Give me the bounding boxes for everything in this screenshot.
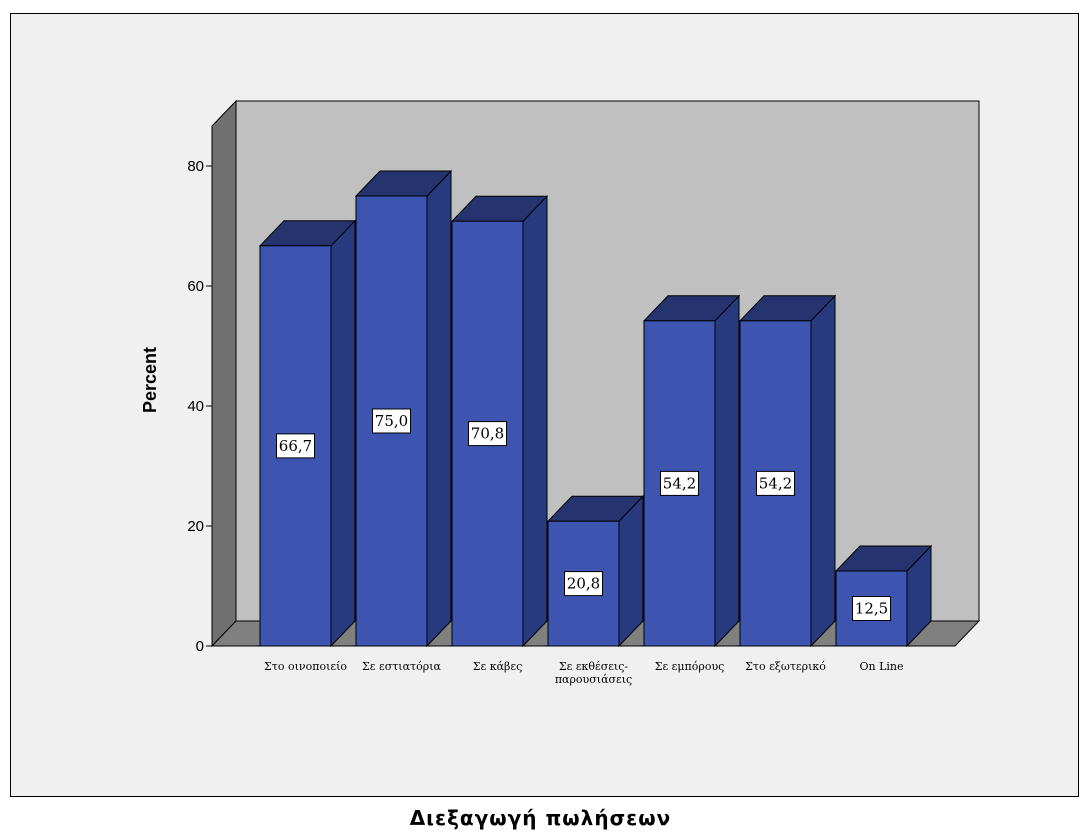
y-tick-label: 60 bbox=[187, 278, 204, 295]
y-axis: 0 20 40 60 80 bbox=[187, 126, 213, 655]
x-tick-label: Σε εστιατόρια bbox=[362, 660, 441, 673]
y-axis-title: Percent bbox=[140, 347, 160, 413]
data-label: 20,8 bbox=[567, 575, 600, 593]
bar: 66,7 bbox=[258, 219, 357, 648]
bar: 75,0 bbox=[354, 169, 453, 648]
bar: 54,2 bbox=[738, 294, 837, 648]
bar-chart: 0 20 40 60 80 66,7 75,0 70,8 20,8 54,2 54,2 12,5 Σ… bbox=[140, 99, 981, 686]
x-tick-label: On Line bbox=[859, 660, 903, 673]
data-label: 54,2 bbox=[759, 474, 792, 492]
x-tick-label: Σε κάβες bbox=[473, 660, 523, 673]
data-label: 70,8 bbox=[471, 425, 504, 443]
data-label-box bbox=[852, 596, 891, 621]
data-label-box bbox=[372, 408, 411, 434]
data-label: 66,7 bbox=[279, 437, 312, 455]
y-tick-label: 0 bbox=[196, 638, 204, 655]
bar-side bbox=[330, 219, 356, 648]
bar: 20,8 bbox=[546, 494, 645, 648]
bar-side bbox=[810, 294, 836, 648]
data-label-box bbox=[756, 470, 795, 496]
bar-side bbox=[522, 194, 548, 648]
data-label-box bbox=[564, 571, 603, 597]
x-tick-label: Σε εμπόρους bbox=[655, 660, 725, 673]
data-label: 54,2 bbox=[663, 474, 696, 492]
bar: 54,2 bbox=[642, 294, 741, 648]
bars: 66,7 75,0 70,8 20,8 54,2 54,2 12,5 bbox=[258, 169, 933, 648]
bar-side bbox=[714, 294, 740, 648]
data-label-box bbox=[468, 421, 507, 447]
category-labels: Στο οινοποιείο Σε εστιατόρια Σε κάβες Σε εκ… bbox=[264, 660, 904, 686]
bar-side bbox=[426, 169, 452, 648]
y-tick-label: 80 bbox=[187, 158, 204, 175]
y-tick-label: 20 bbox=[187, 518, 204, 535]
x-tick-label: παρουσιάσεις bbox=[555, 673, 632, 686]
bar: 12,5 bbox=[834, 544, 933, 648]
chart-caption: Διεξαγωγή πωλήσεων bbox=[409, 806, 672, 830]
data-label: 12,5 bbox=[855, 600, 888, 618]
data-label: 75,0 bbox=[375, 412, 408, 430]
x-tick-label: Σε εκθέσεις- bbox=[559, 660, 629, 673]
bar: 70,8 bbox=[450, 194, 549, 648]
y-tick-label: 40 bbox=[187, 398, 204, 415]
data-label-box bbox=[276, 433, 315, 459]
left-wall bbox=[211, 99, 237, 648]
x-tick-label: Στο εξωτερικό bbox=[745, 660, 826, 673]
x-tick-label: Στο οινοποιείο bbox=[264, 660, 347, 673]
bar-side bbox=[618, 494, 644, 648]
data-label-box bbox=[660, 470, 699, 496]
